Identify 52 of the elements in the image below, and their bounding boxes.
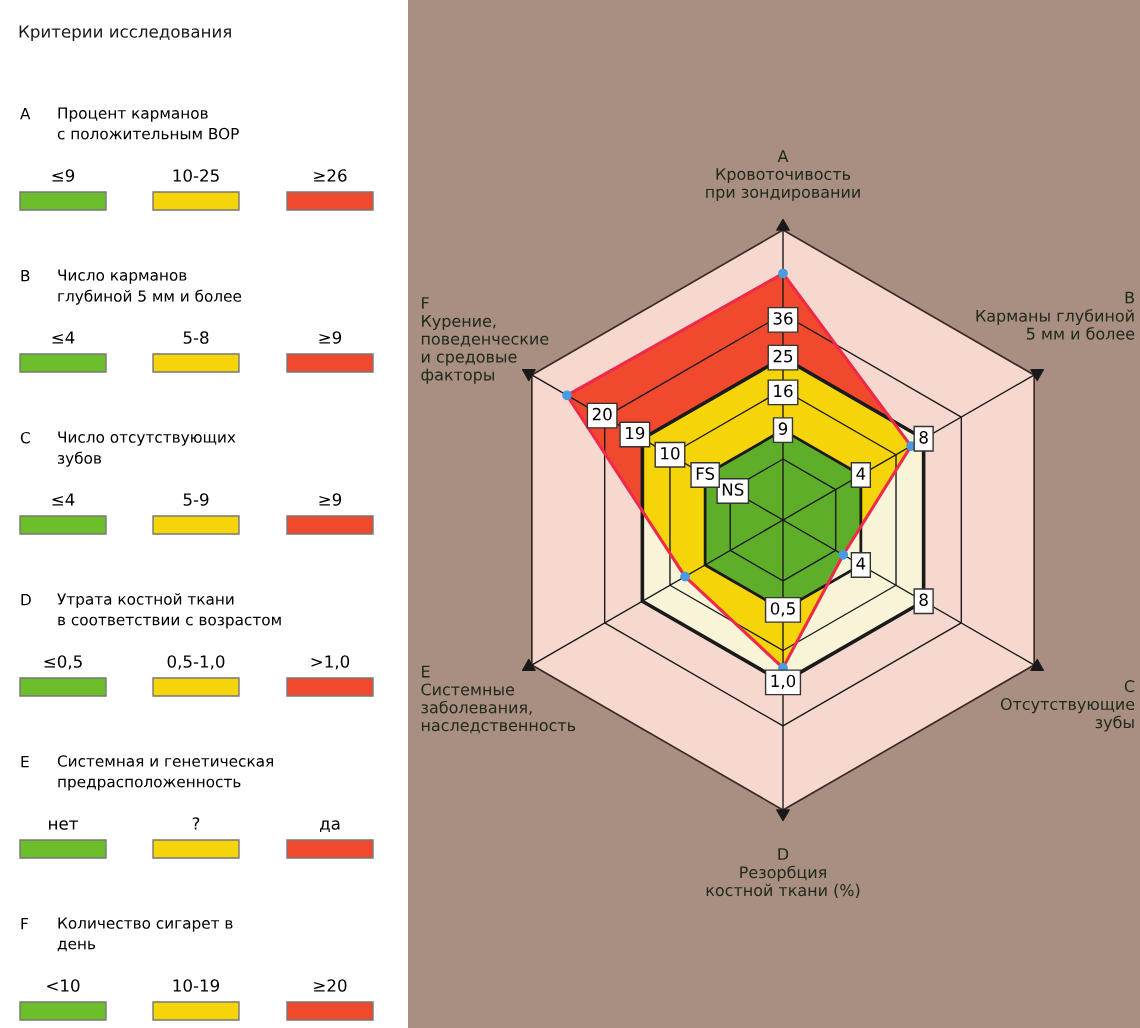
text: Процент карманов с положительным BOP: [57, 107, 239, 140]
text: ≤4: [52, 493, 75, 506]
text: 8: [919, 593, 928, 607]
text: 0,5-1,0: [167, 655, 225, 670]
text: 10-19: [173, 979, 220, 992]
text: C: [20, 431, 30, 444]
text: >1,0: [311, 655, 350, 670]
text: ≤4: [52, 331, 75, 344]
spoke-label: D Резорбция костной ткани (%): [706, 848, 860, 899]
text: 1,0: [771, 674, 796, 689]
text: 4: [856, 557, 866, 570]
spoke-label: F Курение, поведенческие и средовые факторы: [421, 297, 549, 384]
text: Число карманов глубиной 5 мм и более: [58, 269, 242, 305]
text: Критерии исследования: [19, 25, 231, 42]
text: Системная и генетическая предрасположенность: [57, 755, 273, 791]
text: 19: [626, 426, 645, 440]
text: да: [320, 820, 340, 832]
text: 36: [773, 312, 793, 325]
text: 20: [592, 407, 612, 421]
text: D: [21, 594, 31, 606]
text: F: [21, 918, 28, 930]
text: 8: [919, 431, 928, 444]
text: 5-8: [183, 331, 209, 344]
text: 5-9: [183, 493, 209, 506]
text: B: [21, 270, 30, 282]
text: ?: [192, 817, 200, 830]
text: 9: [778, 422, 788, 435]
text: NS: [722, 483, 744, 496]
spoke-label: B Карманы глубиной 5 мм и более: [976, 291, 1135, 340]
text: ≥9: [319, 331, 342, 344]
text: A: [20, 108, 31, 120]
text: ≥20: [314, 979, 347, 992]
spoke-label: E Системные заболевания, наследственность: [421, 665, 576, 734]
text: 0,5: [770, 602, 795, 617]
text: Количество сигарет в день: [57, 917, 233, 952]
text: 16: [774, 384, 793, 398]
text: Число отсутствующих зубов: [57, 431, 236, 467]
text: ≥26: [314, 169, 347, 182]
text: <10: [47, 979, 80, 992]
text: 4: [856, 467, 866, 480]
text: нет: [49, 820, 78, 830]
text: ≤0,5: [44, 655, 82, 670]
text: FS: [696, 467, 715, 480]
text: ≤9: [52, 169, 75, 182]
spoke-label: C Отсутствующие зубы: [1000, 680, 1135, 732]
spoke-label: A Кровоточивость при зондировании: [706, 150, 860, 201]
text: ≥9: [319, 493, 342, 506]
text: 10-25: [173, 169, 219, 182]
text: Утрата костной ткани в соответствии с возрастом: [57, 593, 281, 629]
text: E: [21, 756, 29, 768]
text: 25: [773, 349, 793, 363]
text: 10: [661, 446, 680, 460]
